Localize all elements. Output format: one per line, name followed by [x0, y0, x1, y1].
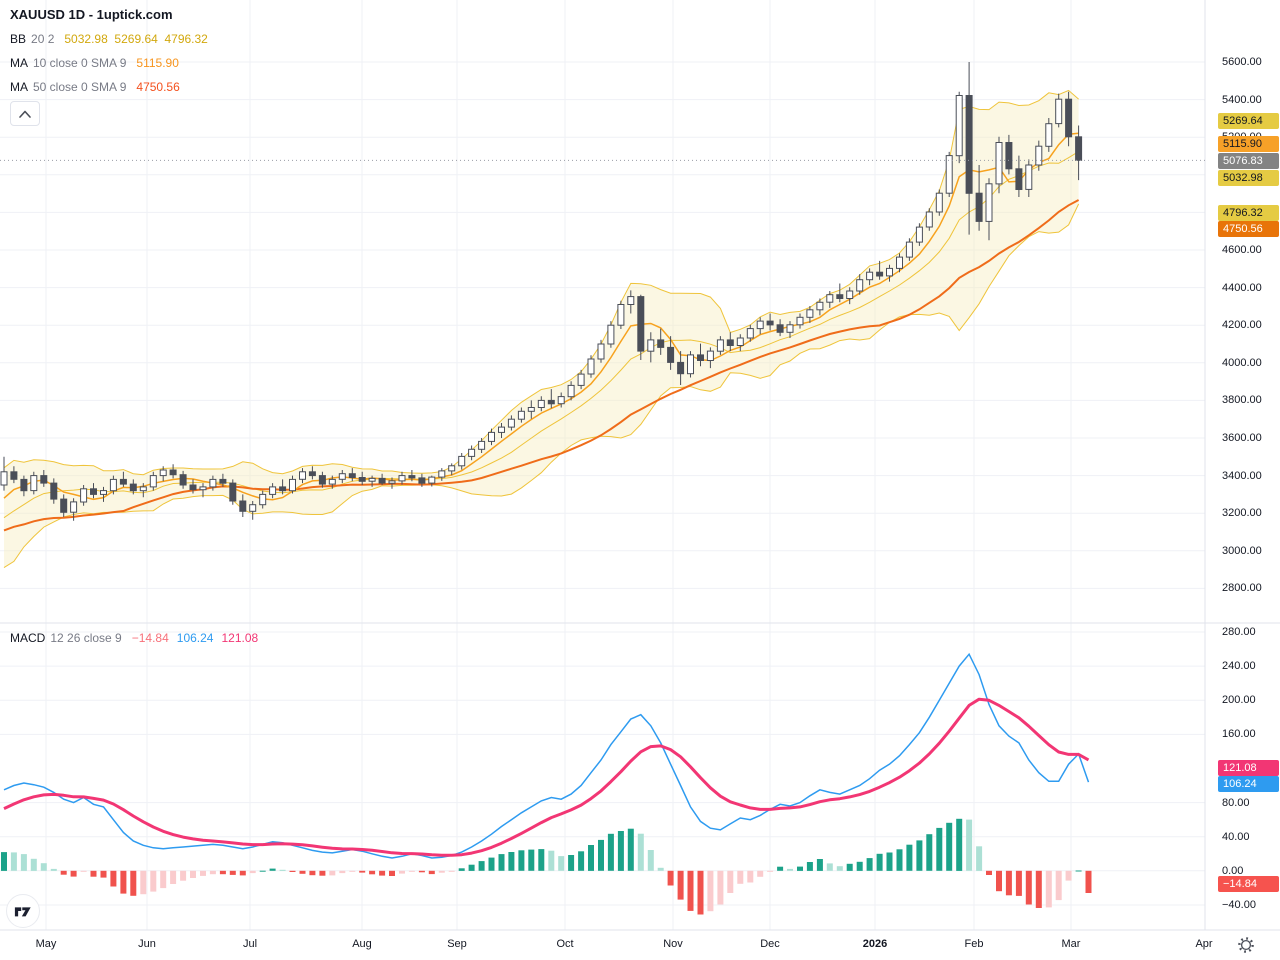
collapse-legend-button[interactable]	[10, 101, 40, 126]
price-axis[interactable]	[1205, 0, 1280, 932]
indicator-params: 20 2	[31, 32, 55, 46]
indicator-name: MA	[10, 80, 28, 94]
settings-gear-button[interactable]	[1236, 935, 1256, 955]
gear-icon	[1238, 937, 1254, 953]
ma50-line	[3, 199, 1080, 532]
legend-row-bb[interactable]: BB 20 2 5032.98 5269.64 4796.32	[10, 32, 208, 46]
tradingview-logo[interactable]	[6, 894, 40, 928]
macd-line	[3, 652, 1090, 859]
ma10-value: 5115.90	[136, 56, 179, 70]
legend-row-macd[interactable]: MACD 12 26 close 9 −14.84 106.24 121.08	[10, 631, 258, 645]
indicator-name: MA	[10, 56, 28, 70]
chart-plot[interactable]	[0, 0, 1280, 932]
macd-histogram	[1, 818, 1092, 915]
legend-row-ma10[interactable]: MA 10 close 0 SMA 9 5115.90	[10, 56, 179, 70]
symbol-title: XAUUSD 1D - 1uptick.com	[10, 7, 173, 22]
indicator-name: MACD	[10, 631, 46, 645]
tradingview-icon	[14, 907, 31, 917]
chevron-up-icon	[19, 110, 31, 118]
macd-signal-line	[3, 697, 1090, 857]
bb-values: 5032.98 5269.64 4796.32	[64, 32, 208, 46]
time-axis[interactable]	[0, 932, 1280, 960]
indicator-params: 10 close 0 SMA 9	[33, 56, 127, 70]
bb-upper-line	[3, 89, 1079, 476]
candles	[0, 95, 1083, 513]
macd-signal-value: 121.08	[221, 631, 259, 645]
indicator-params: 12 26 close 9	[50, 631, 122, 645]
legend-row-ma50[interactable]: MA 50 close 0 SMA 9 4750.56	[10, 80, 180, 94]
macd-hist-value: −14.84	[131, 631, 169, 645]
bb-lower-line	[3, 203, 1080, 569]
macd-line-value: 106.24	[176, 631, 214, 645]
indicator-name: BB	[10, 32, 27, 46]
indicator-params: 50 close 0 SMA 9	[33, 80, 127, 94]
ma50-value: 4750.56	[136, 80, 180, 94]
